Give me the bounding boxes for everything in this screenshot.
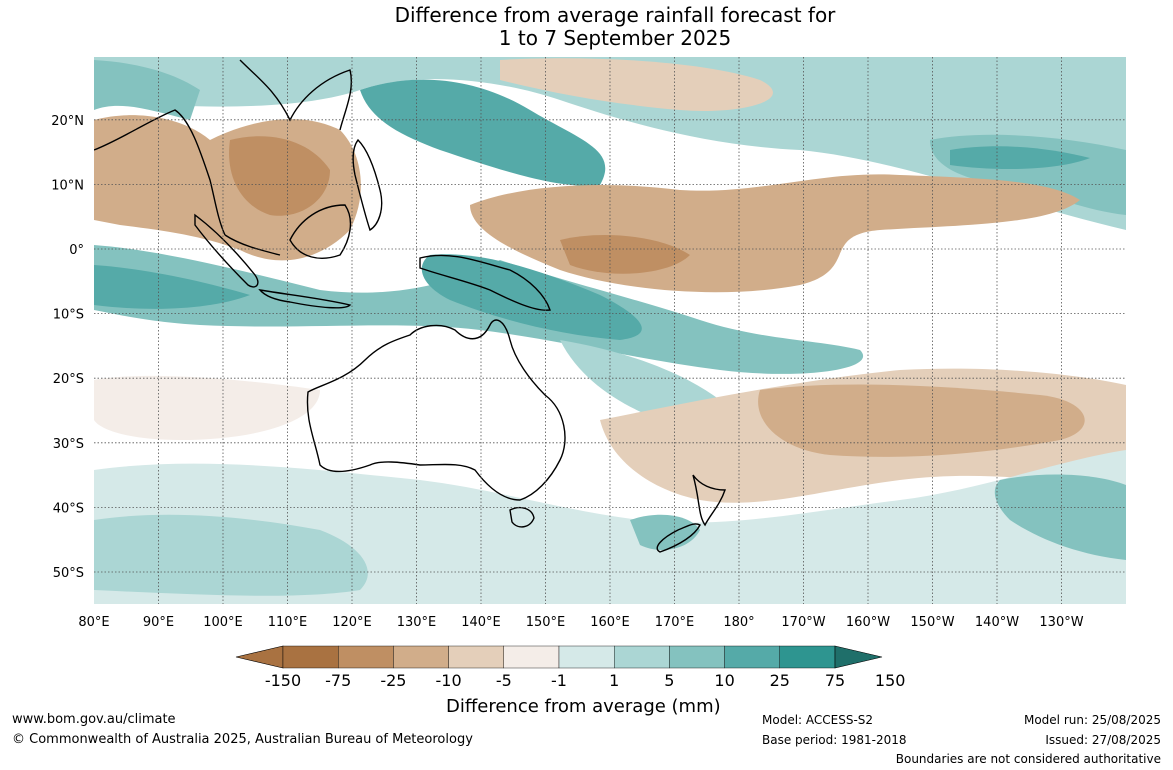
title-line-2: 1 to 7 September 2025 <box>498 26 732 50</box>
longitude-label: 130°W <box>1039 615 1083 630</box>
dry-core-equatorial-pacific <box>560 235 690 274</box>
latitude-label: 10°S <box>53 308 84 323</box>
graticule <box>94 57 1126 604</box>
colorbar-swatch <box>614 645 670 669</box>
colorbar-swatch <box>558 645 615 669</box>
longitude-label: 150°W <box>910 615 954 630</box>
latitude-label: 40°S <box>53 501 84 516</box>
latitude-labels: 20°N 10°N 0° 10°S 20°S 30°S 40°S 50°S <box>51 114 84 581</box>
footer-website[interactable]: www.bom.gov.au/climate <box>12 712 176 727</box>
title-line-1: Difference from average rainfall forecas… <box>394 3 836 27</box>
longitude-label: 170°E <box>655 615 695 630</box>
footer-base-period: Base period: 1981-2018 <box>762 733 907 747</box>
wet-core-southern-ocean-east <box>994 474 1126 560</box>
wet-core-central-pacific <box>950 146 1090 170</box>
colorbar-swatch <box>338 645 394 669</box>
new-guinea-outline <box>419 254 551 311</box>
philippines-outline <box>352 138 383 232</box>
colorbar-extend-high <box>834 645 883 669</box>
tasmania-outline <box>509 506 535 528</box>
longitude-label: 90°E <box>143 615 174 630</box>
colorbar-tick-label: 75 <box>824 671 846 690</box>
latitude-label: 0° <box>69 243 84 258</box>
colorbar-tick-label: 1 <box>609 671 620 690</box>
longitude-label: 160°E <box>590 615 630 630</box>
australia-outline <box>306 319 566 501</box>
map-title: Difference from average rainfall forecas… <box>0 4 1173 50</box>
wet-zone-tasman <box>560 340 726 424</box>
colorbar-tick-label: -150 <box>264 671 302 690</box>
colorbar-title: Difference from average (mm) <box>446 696 721 717</box>
latitude-label: 50°S <box>53 566 84 581</box>
colorbar-swatch <box>669 645 725 669</box>
dry-core-borneo <box>229 136 330 216</box>
latitude-label: 20°N <box>51 114 84 129</box>
footer-issued: Issued: 27/08/2025 <box>1045 733 1161 747</box>
colorbar-swatch <box>448 645 505 669</box>
colorbar <box>235 645 883 669</box>
wet-core-coral-sea <box>421 254 642 340</box>
dry-core-south-pacific <box>758 384 1085 457</box>
colorbar-tick-label: 10 <box>714 671 735 690</box>
longitude-label: 130°E <box>397 615 437 630</box>
longitude-label: 110°E <box>268 615 308 630</box>
colorbar-tick-label: -75 <box>325 671 352 690</box>
java-outline <box>258 288 352 309</box>
footer-model: Model: ACCESS-S2 <box>762 713 874 727</box>
longitude-label: 140°W <box>975 615 1019 630</box>
footer-disclaimer: Boundaries are not considered authoritat… <box>895 752 1161 766</box>
longitude-label: 80°E <box>78 615 109 630</box>
longitude-label: 180° <box>723 615 754 630</box>
colorbar-swatch <box>503 645 560 669</box>
longitude-label: 150°E <box>526 615 566 630</box>
longitude-label: 100°E <box>203 615 243 630</box>
longitude-labels: 80°E 90°E 100°E 110°E 120°E 130°E 140°E 150°E 16… <box>78 615 1083 630</box>
colorbar-tick-label: 5 <box>664 671 675 690</box>
colorbar-tick-label: 150 <box>874 671 906 690</box>
borneo-outline <box>289 204 352 259</box>
colorbar-tick-label: -25 <box>380 671 407 690</box>
wet-core-indian-ocean <box>94 265 250 309</box>
latitude-label: 10°N <box>51 178 84 193</box>
colorbar-swatch <box>779 645 836 669</box>
colorbar-extend-low <box>235 645 284 669</box>
longitude-label: 160°W <box>846 615 890 630</box>
longitude-label: 140°E <box>461 615 501 630</box>
dry-zone-south-indian <box>94 375 320 440</box>
wet-core-southern-ocean-west <box>94 514 368 596</box>
colorbar-swatch <box>393 645 449 669</box>
wet-core-philippine-sea <box>360 79 606 186</box>
wet-zone-indian-ocean <box>94 60 200 120</box>
colorbar-swatch <box>282 645 339 669</box>
new-zealand-north-outline <box>692 474 726 527</box>
colorbar-tick-label: 25 <box>769 671 790 690</box>
colorbar-swatch <box>724 645 780 669</box>
footer-copyright: © Commonwealth of Australia 2025, Austra… <box>12 732 473 747</box>
colorbar-tick-label: -5 <box>495 671 512 690</box>
latitude-label: 20°S <box>53 372 84 387</box>
new-zealand-south-outline <box>656 523 701 553</box>
colorbar-tick-label: -1 <box>551 671 567 690</box>
longitude-label: 120°E <box>332 615 372 630</box>
longitude-label: 170°W <box>781 615 825 630</box>
dry-zone-east-pacific-north <box>500 58 773 111</box>
footer-model-run: Model run: 25/08/2025 <box>1023 713 1161 727</box>
colorbar-tick-label: -10 <box>435 671 462 690</box>
latitude-label: 30°S <box>53 437 84 452</box>
asia-coastline-outline <box>94 59 352 256</box>
